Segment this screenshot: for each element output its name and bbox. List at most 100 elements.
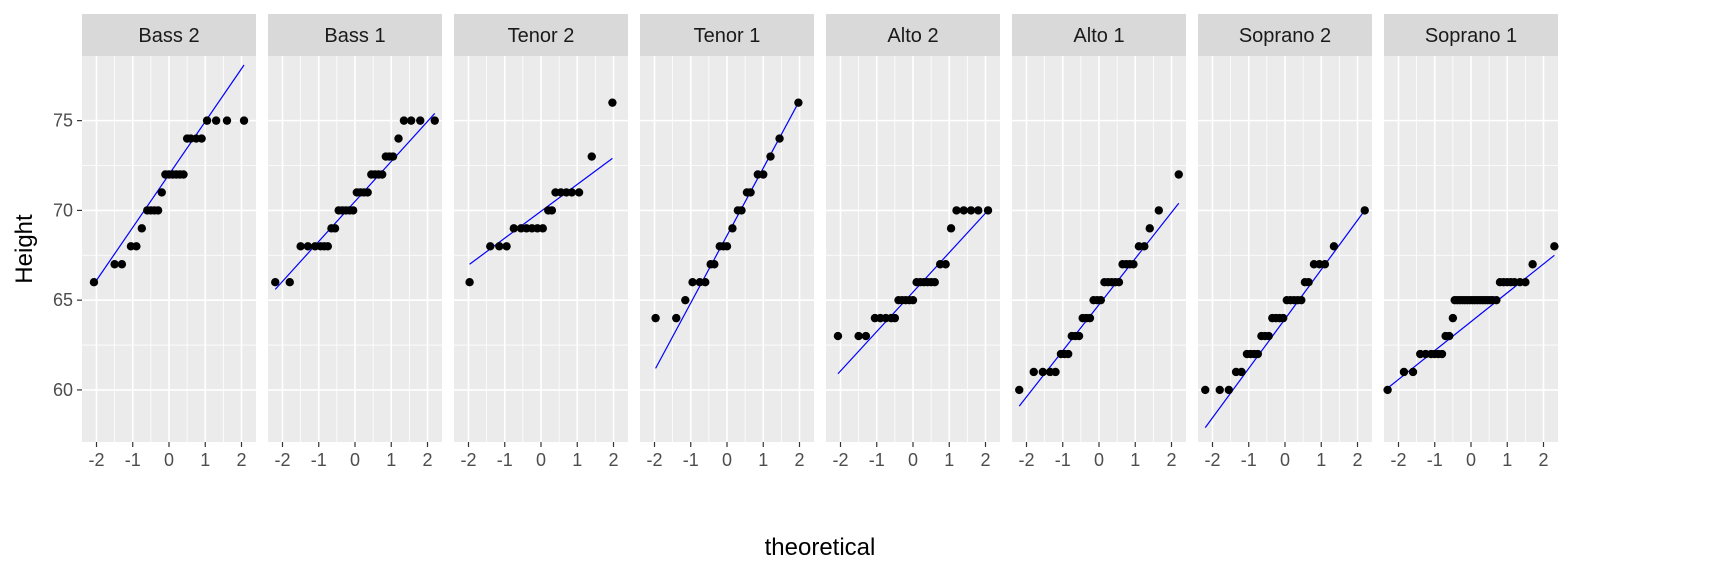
qq-reference-line	[655, 102, 799, 369]
data-point	[330, 224, 340, 233]
facet-label: Alto 2	[887, 25, 938, 47]
y-tick-label: 70	[53, 200, 73, 220]
x-tick-label: -1	[683, 450, 699, 470]
x-tick-label: -2	[1018, 450, 1034, 470]
data-point	[303, 242, 313, 251]
data-point	[1448, 313, 1458, 323]
qq-reference-line	[837, 209, 989, 375]
data-point	[1096, 295, 1106, 305]
facet-strip	[826, 14, 1000, 56]
facet-panel: Tenor 1 -2 -1 0 1 2	[640, 14, 814, 470]
data-point	[285, 278, 294, 287]
x-tick-label: 0	[908, 450, 918, 470]
data-point	[775, 134, 784, 143]
x-tick-label: -1	[497, 450, 513, 470]
data-point	[348, 206, 358, 215]
facet-label: Tenor 1	[694, 25, 761, 47]
facet-panel: Soprano 2 -2 -1 0 1 2	[1198, 14, 1372, 470]
data-point	[509, 224, 519, 233]
data-point	[1015, 385, 1024, 395]
data-point	[574, 188, 584, 197]
data-point	[271, 278, 280, 287]
x-tick-label: 0	[1280, 450, 1290, 470]
x-tick-label: -1	[1427, 450, 1443, 470]
data-point	[1521, 278, 1530, 287]
data-point	[722, 242, 732, 251]
data-point	[1492, 295, 1501, 305]
data-point	[394, 134, 403, 143]
data-point	[363, 188, 372, 197]
data-point	[861, 331, 871, 341]
x-tick-label: -1	[311, 450, 327, 470]
data-point	[1399, 367, 1409, 377]
data-point	[681, 295, 690, 305]
x-axis-title: theoretical	[765, 534, 876, 561]
data-point	[608, 98, 617, 107]
x-tick-label: 1	[758, 450, 768, 470]
data-point	[1114, 278, 1124, 287]
qq-reference-line	[1387, 254, 1555, 389]
facet-strip	[82, 14, 256, 56]
x-tick-label: 1	[944, 450, 954, 470]
x-tick-label: -1	[869, 450, 885, 470]
data-point	[153, 206, 163, 215]
data-point	[1383, 385, 1392, 395]
x-tick-label: 0	[350, 450, 360, 470]
data-point	[1224, 385, 1234, 395]
data-point	[239, 116, 249, 125]
x-tick-label: 2	[422, 450, 432, 470]
x-tick-label: -2	[1390, 450, 1406, 470]
x-tick-label: 2	[1352, 450, 1362, 470]
x-tick-label: 0	[1466, 450, 1476, 470]
facet-panels: Bass 2 -2 -1 0 1 2 Bass 1 -2 -1 0 1 2 Tenor 2 -2 -1 0 1 2…	[82, 14, 1559, 470]
x-tick-label: -1	[1241, 450, 1257, 470]
data-point	[567, 188, 577, 197]
data-point	[946, 224, 956, 233]
data-point	[966, 206, 976, 215]
facet-strip	[268, 14, 442, 56]
facet-panel: Bass 2 -2 -1 0 1 2	[82, 14, 256, 470]
data-point	[710, 260, 719, 269]
x-tick-label: -2	[646, 450, 662, 470]
qq-reference-line	[274, 113, 436, 290]
y-tick-label: 75	[53, 111, 73, 131]
x-tick-label: 1	[1130, 450, 1140, 470]
data-point	[399, 116, 409, 125]
facet-strip	[1384, 14, 1558, 56]
data-point	[179, 170, 188, 179]
facet-strip	[454, 14, 628, 56]
data-point	[1215, 385, 1224, 395]
data-point	[1145, 224, 1154, 233]
y-tick-label: 65	[53, 290, 73, 310]
data-point	[1528, 260, 1537, 269]
data-point	[495, 242, 504, 251]
x-tick-label: -1	[125, 450, 141, 470]
data-point	[1063, 349, 1073, 359]
data-point	[1445, 331, 1454, 341]
y-tick-label: 60	[53, 380, 73, 400]
x-tick-label: 1	[1316, 450, 1326, 470]
data-point	[1329, 242, 1339, 251]
data-point	[547, 206, 557, 215]
data-point	[132, 242, 141, 251]
data-point	[1237, 367, 1246, 377]
data-point	[538, 224, 548, 233]
data-point	[728, 224, 737, 233]
data-point	[1074, 331, 1084, 341]
data-point	[794, 98, 803, 107]
data-point	[465, 278, 474, 287]
data-point	[672, 313, 681, 323]
data-point	[388, 152, 398, 161]
data-point	[759, 170, 768, 179]
data-point	[222, 116, 232, 125]
facet-panel: Alto 2 -2 -1 0 1 2	[826, 14, 1000, 470]
data-point	[941, 260, 950, 269]
x-tick-label: 2	[980, 450, 990, 470]
data-point	[737, 206, 746, 215]
x-tick-label: -2	[832, 450, 848, 470]
facet-label: Tenor 2	[508, 25, 575, 47]
data-point	[890, 313, 900, 323]
data-point	[1201, 385, 1210, 395]
x-tick-label: 2	[236, 450, 246, 470]
data-point	[1253, 349, 1263, 359]
